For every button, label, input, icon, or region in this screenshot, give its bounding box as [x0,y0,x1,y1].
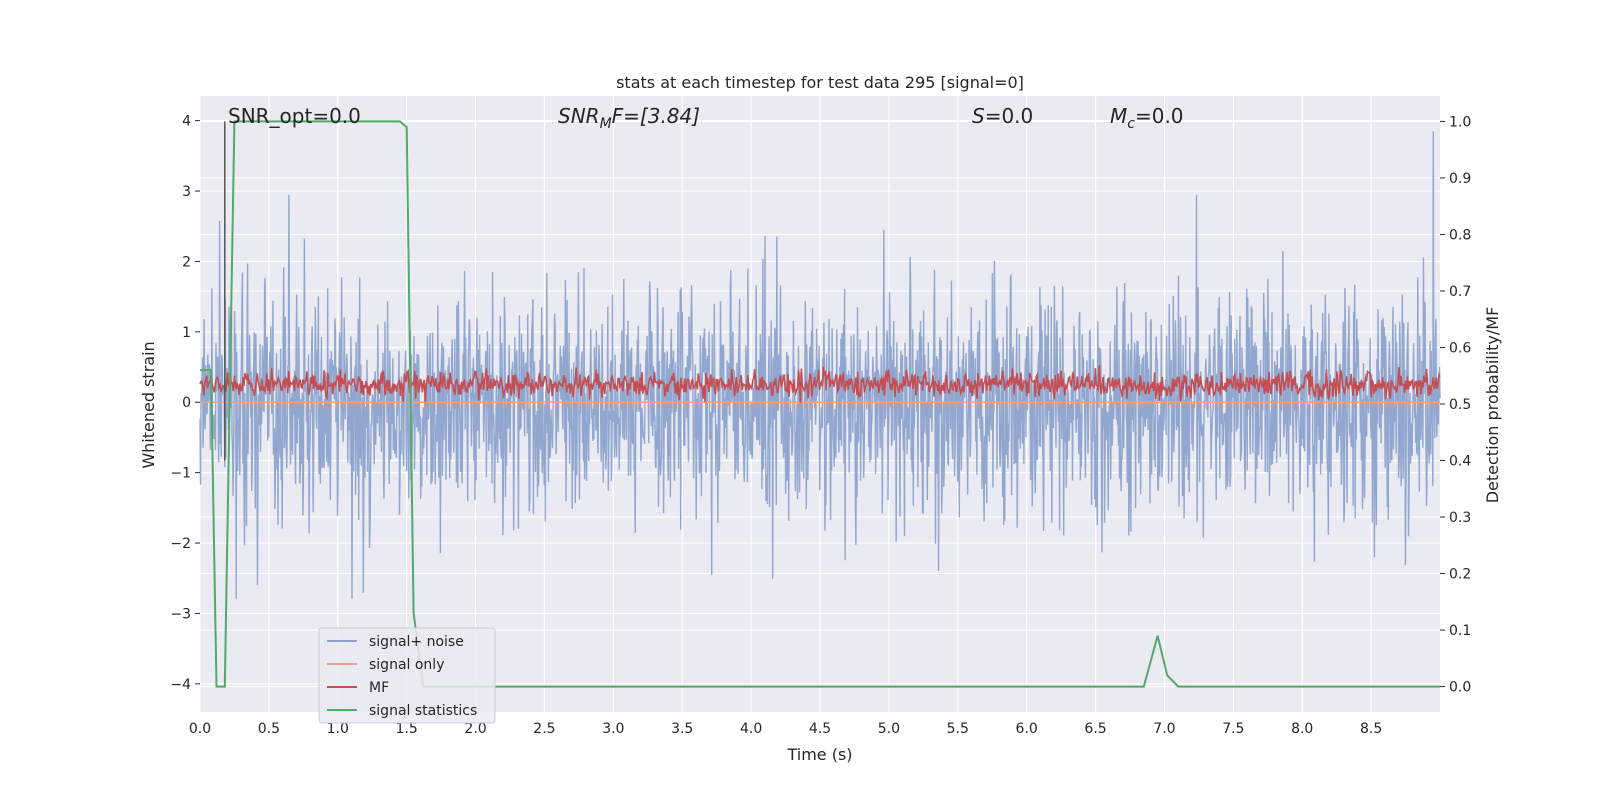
y-left-tick-label: −2 [170,536,191,552]
x-axis-label: Time (s) [786,745,852,764]
y-axis-right-label: Detection probability/MF [1483,307,1502,504]
series-signal-noise [199,131,1441,599]
y-left-tick-label: −1 [170,466,191,482]
x-tick-label: 7.5 [1222,721,1244,737]
y-right-tick-label: 0.3 [1449,510,1471,526]
y-right-tick-label: 0.4 [1449,454,1471,470]
y-right-tick-label: 0.8 [1449,227,1471,243]
x-tick-label: 0.0 [189,721,211,737]
y-right-tick-label: 0.6 [1449,340,1471,356]
chart-title: stats at each timestep for test data 295… [616,73,1024,92]
x-tick-label: 2.0 [464,721,486,737]
x-tick-label: 6.0 [1016,721,1038,737]
y-left-tick-label: −4 [170,677,191,693]
y-right-tick-label: 0.7 [1449,284,1471,300]
annotation-snr-mf-label: SNR [558,104,600,128]
x-tick-label: 4.5 [809,721,831,737]
annotation-snr-opt: SNR_opt=0.0 [228,104,361,128]
annotation-snr-mf: SNRMF=[3.84] [558,104,700,132]
annotation-mc-label: M [1110,104,1127,128]
legend-label-signal-statistics: signal statistics [369,703,477,719]
annotation-snr-mf-rest: F=[3.84] [612,104,700,128]
y-left-tick-label: 0 [182,395,191,411]
y-left-tick-label: −3 [170,606,191,622]
series-mf [199,365,1441,403]
y-right-tick-label: 0.9 [1449,171,1471,187]
ticks: 0.0 0.5 1.0 1.5 2.0 2.5 3.0 3.5 4.0 4.5 5.0 5.5 6.0 6… [170,114,1471,737]
x-tick-label: 2.5 [533,721,555,737]
y-axis-left-label: Whitened strain [139,341,158,468]
x-tick-label: 5.0 [878,721,900,737]
y-right-tick-label: 0.1 [1449,623,1471,639]
y-left-tick-label: 2 [182,254,191,270]
x-tick-label: 7.0 [1153,721,1175,737]
annotation-mc: Mc=0.0 [1110,104,1184,132]
y-right-tick-label: 0.0 [1449,680,1471,696]
annotation-s-label: S [972,104,985,128]
annotation-mc-sub: c [1127,116,1135,132]
x-tick-label: 1.0 [327,721,349,737]
y-left-tick-label: 4 [182,114,191,130]
legend-label-signal-noise: signal+ noise [369,634,464,650]
x-tick-label: 3.0 [602,721,624,737]
annotation-s-rest: =0.0 [985,104,1034,128]
annotation-snr-mf-sub: M [600,116,612,132]
y-right-tick-label: 0.2 [1449,567,1471,583]
x-tick-label: 1.5 [396,721,418,737]
x-tick-label: 3.5 [671,721,693,737]
x-tick-label: 8.5 [1360,721,1382,737]
annotation-s: S=0.0 [972,104,1033,128]
annotation-mc-rest: =0.0 [1135,104,1184,128]
legend-box [318,627,496,724]
y-right-tick-label: 0.5 [1449,397,1471,413]
legend: signal+ noise signal only MF signal stat… [318,627,496,724]
x-tick-label: 6.5 [1084,721,1106,737]
x-tick-label: 0.5 [258,721,280,737]
y-right-tick-label: 1.0 [1449,114,1471,130]
y-left-tick-label: 3 [182,184,191,200]
legend-label-mf: MF [369,680,389,696]
x-tick-label: 8.0 [1291,721,1313,737]
x-tick-label: 4.0 [740,721,762,737]
y-left-tick-label: 1 [182,325,191,341]
x-tick-label: 5.5 [947,721,969,737]
legend-label-signal-only: signal only [369,657,444,673]
